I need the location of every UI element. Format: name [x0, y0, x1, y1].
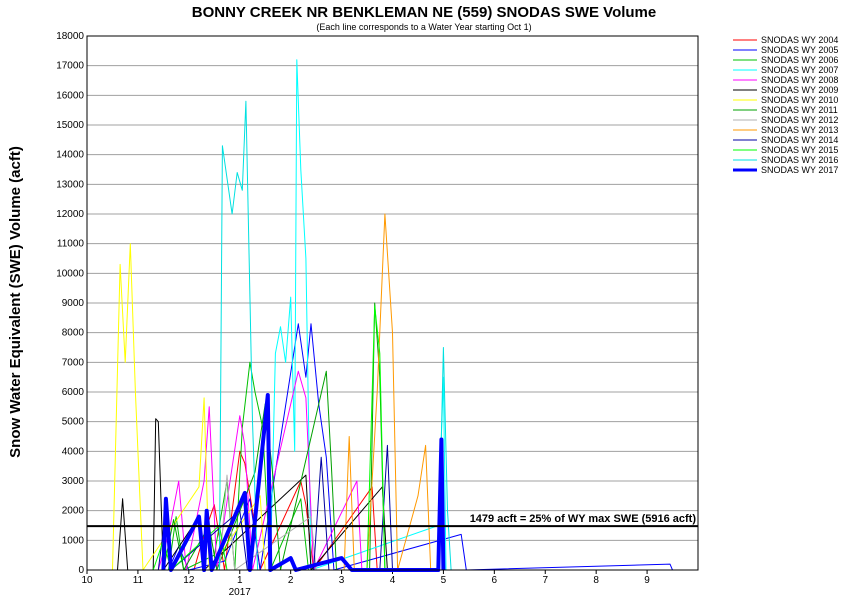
x-tick-label: 9 [644, 575, 650, 586]
y-tick-label: 15000 [56, 120, 84, 131]
series-line [112, 243, 266, 571]
reference-line-group: 1479 acft = 25% of WY max SWE (5916 acft… [87, 513, 698, 528]
x-tick-label: 8 [593, 575, 599, 586]
legend-label: SNODAS WY 2005 [761, 45, 838, 55]
y-tick-label: 6000 [62, 387, 85, 398]
legend-label: SNODAS WY 2008 [761, 75, 838, 85]
legend-label: SNODAS WY 2010 [761, 95, 838, 105]
reference-line-label: 1479 acft = 25% of WY max SWE (5916 acft… [470, 513, 697, 525]
series-line [269, 59, 447, 571]
legend-label: SNODAS WY 2015 [761, 145, 838, 155]
y-tick-label: 11000 [57, 239, 85, 250]
legend-label: SNODAS WY 2006 [761, 55, 838, 65]
y-tick-label: 0 [78, 565, 84, 576]
y-tick-label: 18000 [56, 31, 84, 42]
legend-label: SNODAS WY 2013 [761, 125, 838, 135]
series-line [162, 302, 386, 571]
y-tick-label: 8000 [62, 328, 85, 339]
y-tick-label: 4000 [62, 446, 85, 457]
x-tick-label: 7 [542, 575, 548, 586]
y-tick-labels: 0 1000 2000 3000 4000 5000 6000 7000 8000 9000 100… [56, 31, 84, 576]
legend-label: SNODAS WY 2011 [761, 105, 838, 115]
y-tick-label: 7000 [62, 357, 85, 368]
x-tick-label: 1 [237, 575, 243, 586]
series-line [168, 323, 673, 571]
y-tick-label: 2000 [62, 506, 85, 517]
x-tick-label: 2 [288, 575, 294, 586]
x-tick-label: 11 [133, 575, 144, 586]
plot-area [112, 59, 673, 572]
series-line [218, 100, 452, 571]
legend-label: SNODAS WY 2017 [761, 165, 838, 175]
legend-label: SNODAS WY 2004 [761, 35, 838, 45]
legend-label: SNODAS WY 2007 [761, 65, 838, 75]
plot-frame [86, 35, 699, 571]
x-year-label: 2017 [229, 587, 252, 598]
x-tick-label: 3 [339, 575, 345, 586]
x-tick-label: 12 [183, 575, 195, 586]
chart-title: BONNY CREEK NR BENKLEMAN NE (559) SNODAS… [192, 4, 657, 21]
x-tick-label: 5 [441, 575, 447, 586]
y-tick-label: 13000 [56, 179, 84, 190]
grid-lines [87, 35, 698, 571]
y-tick-label: 5000 [62, 417, 85, 428]
y-tick-label: 10000 [56, 268, 84, 279]
x-tick-label: 6 [492, 575, 498, 586]
legend-label: SNODAS WY 2014 [761, 135, 838, 145]
y-tick-label: 16000 [56, 90, 84, 101]
y-tick-label: 3000 [62, 476, 85, 487]
y-tick-label: 14000 [56, 150, 84, 161]
x-tick-label: 4 [390, 575, 396, 586]
legend-label: SNODAS WY 2009 [761, 85, 838, 95]
legend-label: SNODAS WY 2016 [761, 155, 838, 165]
y-axis-label: Snow Water Equivalent (SWE) Volume (acft… [7, 146, 24, 458]
legend-label: SNODAS WY 2012 [761, 115, 838, 125]
series-line [157, 370, 363, 571]
y-tick-label: 1000 [62, 535, 85, 546]
y-tick-label: 9000 [62, 298, 85, 309]
x-tick-label: 10 [81, 575, 93, 586]
y-tick-label: 17000 [56, 61, 84, 72]
y-tick-label: 12000 [56, 209, 84, 220]
chart-subtitle: (Each line corresponds to a Water Year s… [316, 22, 531, 32]
